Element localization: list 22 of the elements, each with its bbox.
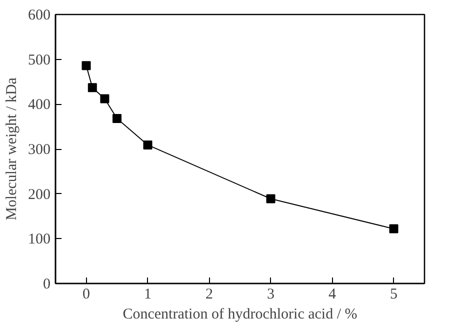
y-tick-label: 600	[28, 8, 50, 24]
y-axis-title: Molecular weight / kDa	[4, 77, 20, 220]
x-axis-title: Concentration of hydrochloric acid / %	[122, 306, 358, 322]
point	[100, 94, 110, 104]
point	[389, 224, 398, 234]
y-tick-label: 100	[28, 232, 50, 248]
point	[88, 83, 97, 92]
y-tick-label: 200	[28, 186, 50, 203]
point	[82, 61, 91, 70]
x-tick-label: 5	[390, 286, 398, 302]
point	[112, 114, 122, 124]
point	[266, 194, 276, 204]
x-tick-label: 1	[144, 286, 152, 302]
x-tick-label: 0	[82, 286, 90, 302]
x-tick-label: 4	[328, 286, 336, 302]
point	[143, 140, 152, 150]
y-tick-label: 500	[28, 52, 50, 68]
y-tick-label: 300	[28, 142, 50, 158]
x-tick-label: 2	[206, 286, 213, 302]
x-tick-label: 3	[267, 286, 274, 302]
y-tick-label: 400	[28, 97, 50, 114]
y-tick-label: 0	[43, 276, 50, 292]
